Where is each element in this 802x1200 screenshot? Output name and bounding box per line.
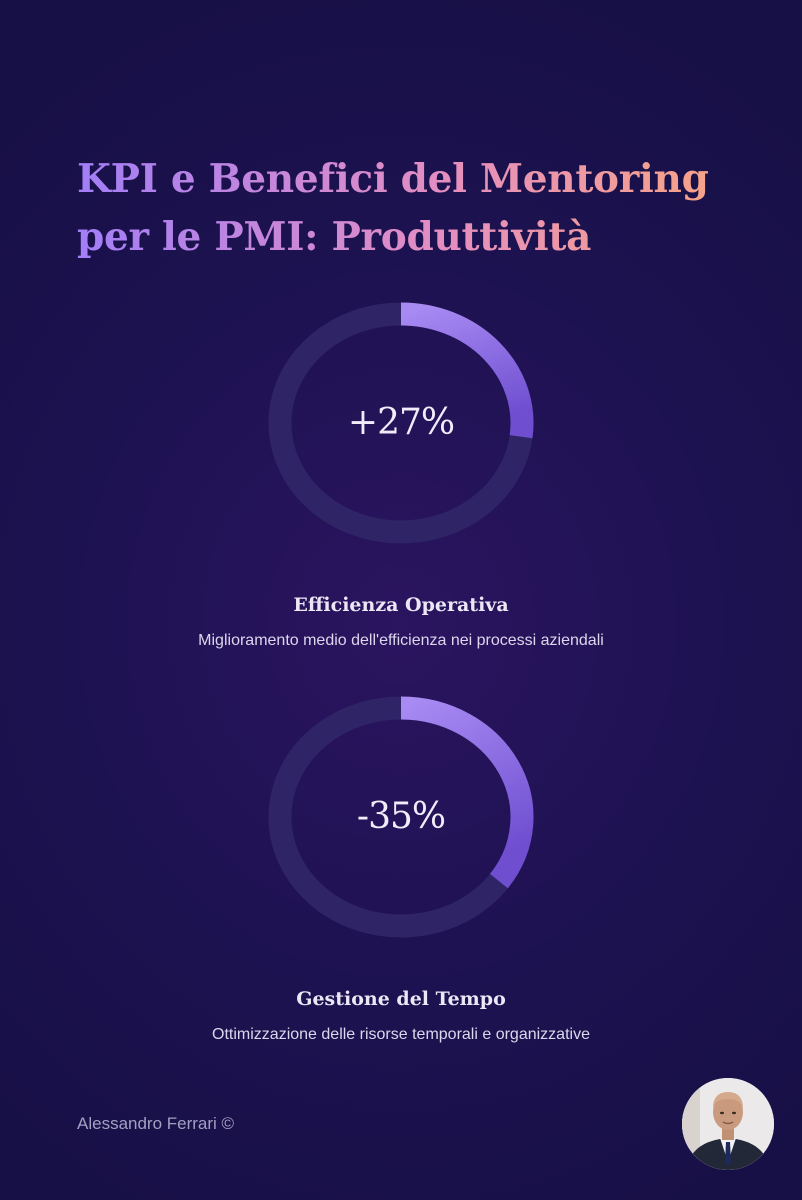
author-credit: Alessandro Ferrari ©: [77, 1114, 235, 1133]
kpi-description: Ottimizzazione delle risorse temporali e…: [212, 1026, 590, 1043]
kpi-description: Miglioramento medio dell'efficienza nei …: [198, 632, 604, 649]
progress-ring: [268, 696, 534, 938]
page-title-line-1: KPI e Benefici del Mentoring: [77, 156, 709, 202]
page-title-line-2: per le PMI: Produttività: [77, 214, 592, 260]
kpi-card-time: -35% Gestione del Tempo Ottimizzazione d…: [0, 696, 802, 1044]
kpi-label: Gestione del Tempo: [296, 988, 506, 1010]
ring-progress-arc: [400, 302, 534, 439]
author-portrait-icon: [682, 1078, 774, 1170]
kpi-label: Efficienza Operativa: [293, 594, 509, 616]
kpi-card-efficiency: +27% Efficienza Operativa Miglioramento …: [0, 302, 802, 650]
kpi-value: +27%: [347, 402, 455, 443]
page-title: KPI e Benefici del Mentoring per le PMI:…: [77, 150, 737, 266]
progress-ring: [268, 302, 534, 544]
ring-progress-arc: [400, 696, 534, 889]
kpi-ring-time: -35%: [268, 696, 534, 938]
kpi-ring-efficiency: +27%: [268, 302, 534, 544]
avatar: [682, 1078, 774, 1170]
kpi-value: -35%: [356, 796, 446, 837]
